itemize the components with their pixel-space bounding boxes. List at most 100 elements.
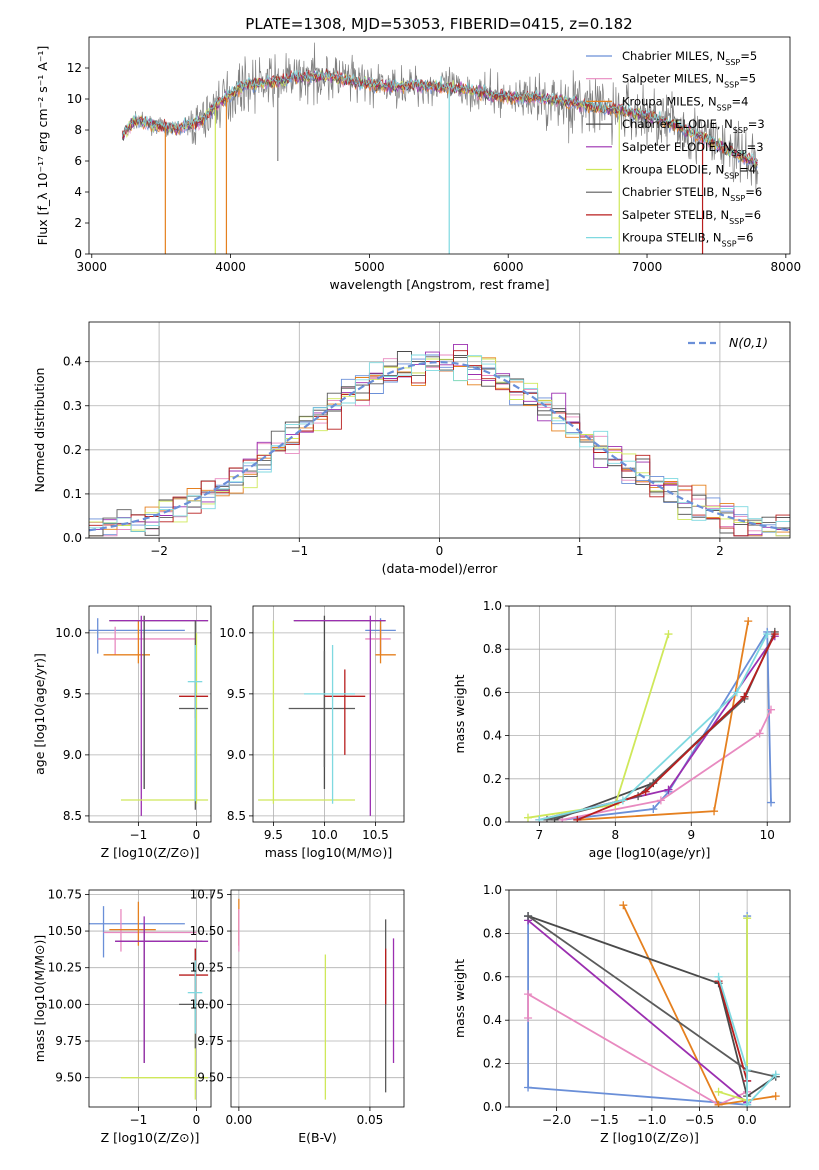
series-line-salpeter-stelib [717, 980, 748, 1082]
plot-area [89, 615, 209, 816]
series-marker-salpeter-miles [755, 729, 764, 738]
x-tick-label: −1.0 [637, 1113, 666, 1127]
series-marker-salpeter-miles [656, 796, 665, 805]
y-tick-label: 0.4 [63, 355, 82, 369]
x-tick-label: 0.05 [357, 1113, 384, 1127]
axes-age-vs-mass: 9.5 10.0 10.5 8.5 9.0 9.5 10.0 mass [log10(M/M⊙… [219, 605, 405, 860]
series-line-kroupa-miles [622, 904, 776, 1106]
model-spectrum-salpeter-elodie [121, 70, 758, 165]
legend-label-salpeter-elodie: Salpeter ELODIE, NSSP=3 [622, 140, 764, 158]
series-marker-kroupa-stelib [771, 1070, 780, 1079]
grid [231, 890, 404, 1107]
x-tick-label: 6000 [493, 260, 524, 274]
series-marker-salpeter-stelib [770, 630, 779, 639]
x-tick-label: 7000 [632, 260, 663, 274]
series-marker-chabrier-miles [767, 798, 776, 807]
y-tick-label: 1.0 [483, 599, 502, 613]
series-marker-kroupa-elodie [664, 630, 673, 639]
series-marker-kroupa-stelib [535, 815, 544, 822]
axes-age-vs-Z: −1 0 8.5 9.0 9.5 10.0 Z [log10(Z/Z⊙)] age [log1… [32, 605, 212, 860]
axes-residual-histogram: −2 −1 0 1 2 0.0 0.1 0.2 0.3 0.4 (data-model)/error… [32, 321, 791, 576]
series-marker-kroupa-elodie [714, 1087, 723, 1096]
series-line-salpeter-miles [527, 992, 748, 1106]
axes-frame [508, 605, 791, 823]
legend-label-chabrier-miles: Chabrier MILES, NSSP=5 [622, 49, 757, 67]
series-line-kroupa-stelib [717, 976, 777, 1107]
y-axis-label: mass weight [452, 959, 467, 1038]
series-marker-kroupa-stelib [618, 796, 627, 805]
y-tick-label: 9.50 [197, 1071, 224, 1085]
y-tick-label: 4 [74, 185, 82, 199]
series-marker-kroupa-stelib [714, 972, 723, 981]
errorbar-point-kroupa-stelib [304, 645, 356, 804]
gaussian-curve [89, 360, 790, 532]
axes-mass-vs-EBV: 0.00 0.05 9.50 9.75 10.00 10.25 10.50 10.75 E(B-… [190, 887, 405, 1145]
axes-frame [88, 36, 791, 255]
y-tick-label: 0.0 [483, 1100, 502, 1114]
y-tick-label: 6 [74, 154, 82, 168]
x-tick-label: 8000 [771, 260, 802, 274]
errorbar-point-salpeter-elodie [293, 615, 386, 816]
x-tick-label: −1 [130, 828, 148, 842]
x-tick-label: −2.0 [542, 1113, 571, 1127]
x-tick-label: −2 [150, 544, 168, 558]
y-axis-label: age [log10(age/yr)] [32, 653, 47, 775]
plot-area [121, 42, 759, 254]
errorbar-point-salpeter-miles [103, 909, 197, 952]
x-tick-label: 4000 [215, 260, 246, 274]
errorbar-point-kroupa-stelib [187, 960, 203, 1034]
y-tick-label: 10.0 [55, 626, 82, 640]
series-marker-salpeter-stelib [740, 692, 749, 701]
histogram-kroupa-stelib [89, 354, 790, 533]
series-marker-kroupa-miles [710, 807, 719, 816]
plot-area [258, 615, 396, 816]
series-line-salpeter-stelib [577, 633, 776, 821]
y-axis-label: Normed distribution [32, 368, 47, 493]
series-marker-kroupa-stelib [743, 1100, 752, 1107]
x-axis-label: mass [log10(M/M⊙)] [265, 845, 393, 860]
x-tick-label: 1 [576, 544, 584, 558]
x-tick-label: 0 [193, 1113, 201, 1127]
series-marker-kroupa-stelib [743, 1066, 752, 1075]
errorbar-point-kroupa-stelib [187, 645, 203, 802]
x-tick-label: −0.5 [685, 1113, 714, 1127]
y-tick-label: 10.00 [190, 997, 224, 1011]
x-tick-label: 9.5 [264, 828, 283, 842]
axes-frame [508, 889, 791, 1108]
plot-area [238, 898, 395, 1100]
x-tick-label: 8 [612, 828, 620, 842]
legend-label-kroupa-miles: Kroupa MILES, NSSP=4 [622, 94, 748, 112]
series-marker-salpeter-stelib [573, 815, 582, 822]
legend-label-gaussian: N(0,1) [729, 335, 768, 350]
errorbar-point-kroupa-miles [103, 620, 150, 664]
errorbar-point-chabrier-stelib [288, 651, 356, 768]
legend: N(0,1) [688, 335, 768, 350]
y-tick-label: 0.3 [63, 399, 82, 413]
x-tick-label: 0 [193, 828, 201, 842]
y-tick-label: 1.0 [483, 883, 502, 897]
series-marker-salpeter-miles [524, 990, 533, 999]
y-tick-label: 8.5 [227, 809, 246, 823]
series-marker-kroupa-miles [771, 1092, 780, 1101]
x-tick-label: 9 [687, 828, 695, 842]
y-tick-label: 0.0 [63, 531, 82, 545]
model-spectrum-kroupa-stelib [121, 69, 758, 165]
y-tick-label: 10.50 [48, 924, 82, 938]
series-marker-salpeter-elodie [664, 785, 673, 794]
y-tick-label: 0.6 [483, 970, 502, 984]
y-tick-label: 0.6 [483, 685, 502, 699]
figure-title: PLATE=1308, MJD=53053, FIBERID=0415, z=0… [245, 15, 632, 33]
series-marker-kroupa-stelib [763, 630, 772, 639]
y-tick-label: 0.1 [63, 487, 82, 501]
plot-area [523, 617, 779, 822]
y-tick-label: 0.4 [483, 1013, 502, 1027]
x-tick-label: 3000 [77, 260, 108, 274]
series-marker-salpeter-miles [524, 1014, 533, 1023]
legend: Chabrier MILES, NSSP=5 Salpeter MILES, NS… [586, 49, 765, 248]
x-tick-label: 7 [536, 828, 544, 842]
y-tick-label: 9.75 [197, 1034, 224, 1048]
x-tick-label: 2 [716, 544, 724, 558]
errorbar-point-salpeter-stelib [324, 669, 366, 755]
series-marker-salpeter-miles [767, 705, 776, 714]
